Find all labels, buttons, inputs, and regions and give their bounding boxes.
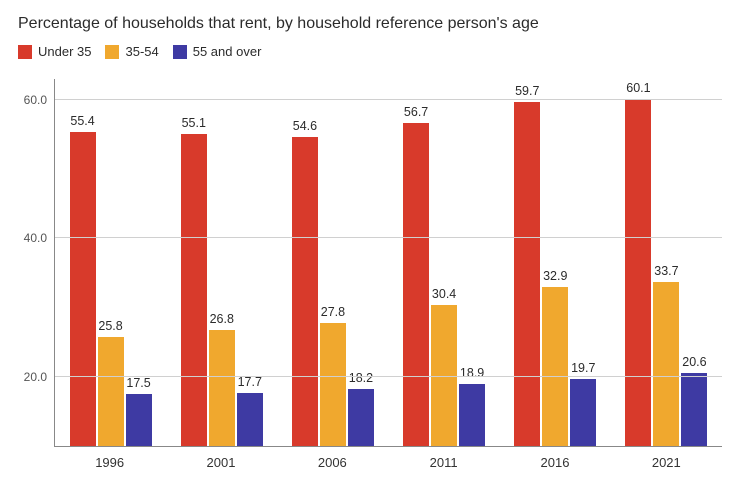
bar-under35: 55.4 — [70, 132, 96, 446]
bar-over55: 18.2 — [348, 389, 374, 446]
bar-mid: 25.8 — [98, 337, 124, 446]
bar-value-label: 27.8 — [321, 305, 345, 319]
legend-swatch — [105, 45, 119, 59]
bar-group: 59.732.919.7 — [500, 79, 611, 446]
x-tick-label: 2001 — [165, 447, 276, 470]
bar-value-label: 54.6 — [293, 119, 317, 133]
bar-mid: 33.7 — [653, 282, 679, 446]
bar-under35: 55.1 — [181, 134, 207, 446]
bar-group: 60.133.720.6 — [611, 79, 722, 446]
x-tick-label: 1996 — [54, 447, 165, 470]
legend-label: 35-54 — [125, 44, 158, 59]
legend-swatch — [173, 45, 187, 59]
bar-mid: 32.9 — [542, 287, 568, 446]
bar-value-label: 59.7 — [515, 84, 539, 98]
x-tick-label: 2016 — [499, 447, 610, 470]
legend-label: 55 and over — [193, 44, 262, 59]
bar-over55: 20.6 — [681, 373, 707, 446]
bar-mid: 26.8 — [209, 330, 235, 446]
bar-value-label: 33.7 — [654, 264, 678, 278]
x-tick-label: 2021 — [611, 447, 722, 470]
legend-swatch — [18, 45, 32, 59]
chart-title: Percentage of households that rent, by h… — [18, 14, 736, 34]
bar-value-label: 56.7 — [404, 105, 428, 119]
plot-area: 55.425.817.555.126.817.754.627.818.256.7… — [54, 79, 722, 447]
bar-group: 54.627.818.2 — [277, 79, 388, 446]
bar-mid: 27.8 — [320, 323, 346, 446]
bars: 60.133.720.6 — [611, 79, 722, 446]
legend-item-over55: 55 and over — [173, 44, 262, 59]
x-tick-label: 2006 — [277, 447, 388, 470]
x-tick-label: 2011 — [388, 447, 499, 470]
gridline — [55, 237, 722, 238]
bars: 55.126.817.7 — [166, 79, 277, 446]
bar-under35: 56.7 — [403, 123, 429, 446]
gridline — [55, 376, 722, 377]
bars: 59.732.919.7 — [500, 79, 611, 446]
bar-under35: 59.7 — [514, 102, 540, 446]
bars: 55.425.817.5 — [55, 79, 166, 446]
bar-over55: 19.7 — [570, 379, 596, 446]
legend-item-mid: 35-54 — [105, 44, 158, 59]
bar-group: 55.425.817.5 — [55, 79, 166, 446]
chart-container: Percentage of households that rent, by h… — [0, 0, 754, 503]
bar-value-label: 32.9 — [543, 269, 567, 283]
bar-value-label: 19.7 — [571, 361, 595, 375]
legend-item-under35: Under 35 — [18, 44, 91, 59]
bar-value-label: 26.8 — [210, 312, 234, 326]
bar-value-label: 18.2 — [349, 371, 373, 385]
bar-under35: 60.1 — [625, 99, 651, 446]
x-axis-labels: 199620012006201120162021 — [54, 447, 722, 470]
bar-groups: 55.425.817.555.126.817.754.627.818.256.7… — [55, 79, 722, 446]
bar-value-label: 20.6 — [682, 355, 706, 369]
legend-label: Under 35 — [38, 44, 91, 59]
bar-value-label: 17.5 — [126, 376, 150, 390]
legend: Under 35 35-54 55 and over — [18, 44, 736, 59]
bar-value-label: 25.8 — [98, 319, 122, 333]
y-tick-label: 40.0 — [24, 231, 55, 245]
gridline — [55, 99, 722, 100]
bar-value-label: 30.4 — [432, 287, 456, 301]
bar-over55: 18.9 — [459, 384, 485, 446]
bar-value-label: 17.7 — [238, 375, 262, 389]
bars: 54.627.818.2 — [277, 79, 388, 446]
bar-group: 56.730.418.9 — [389, 79, 500, 446]
bar-group: 55.126.817.7 — [166, 79, 277, 446]
y-tick-label: 20.0 — [24, 370, 55, 384]
bar-value-label: 55.4 — [70, 114, 94, 128]
bar-value-label: 55.1 — [182, 116, 206, 130]
bar-value-label: 18.9 — [460, 366, 484, 380]
plot-frame: 55.425.817.555.126.817.754.627.818.256.7… — [54, 79, 722, 447]
bar-value-label: 60.1 — [626, 81, 650, 95]
bar-over55: 17.7 — [237, 393, 263, 446]
y-tick-label: 60.0 — [24, 93, 55, 107]
bar-under35: 54.6 — [292, 137, 318, 446]
bar-over55: 17.5 — [126, 394, 152, 446]
bars: 56.730.418.9 — [389, 79, 500, 446]
